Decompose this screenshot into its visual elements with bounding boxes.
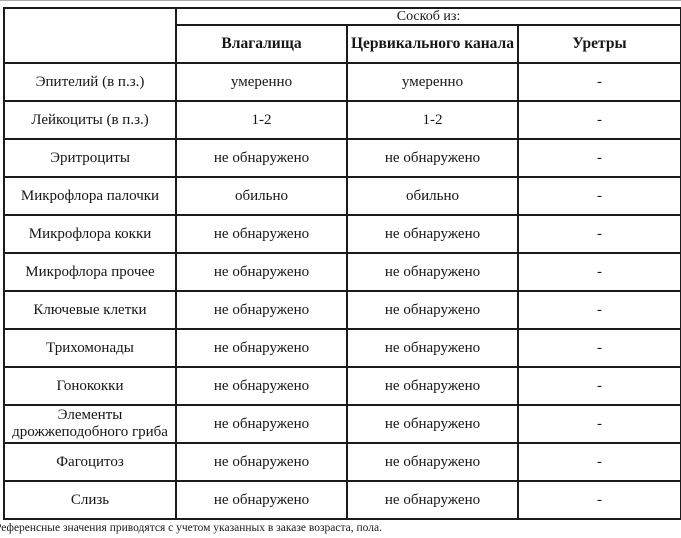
- group-header-scraping-source: Соскоб из:: [175, 7, 681, 26]
- table-row-mucus: Слизь не обнаружено не обнаружено -: [3, 480, 681, 520]
- value-cell: умеренно: [346, 62, 519, 102]
- value-cell: не обнаружено: [175, 328, 348, 368]
- table-row-yeast-like-fungus-elements: Элементы дрожжеподобного гриба не обнару…: [3, 404, 681, 444]
- value-cell: не обнаружено: [175, 480, 348, 520]
- value-cell: -: [517, 366, 681, 406]
- value-cell: не обнаружено: [175, 138, 348, 178]
- table-row-trichomonads: Трихомонады не обнаружено не обнаружено …: [3, 328, 681, 368]
- value-cell: не обнаружено: [346, 366, 519, 406]
- column-header-urethra: Уретры: [517, 24, 681, 64]
- lab-results-table: Соскоб из: Влагалища Цервикального канал…: [3, 7, 681, 520]
- value-cell: -: [517, 442, 681, 482]
- table-row-erythrocytes: Эритроциты не обнаружено не обнаружено -: [3, 138, 681, 178]
- value-cell: не обнаружено: [346, 138, 519, 178]
- row-label: Фагоцитоз: [3, 442, 177, 482]
- reference-values-footnote: Референсные значения приводятся с учетом…: [0, 522, 382, 534]
- value-cell: не обнаружено: [175, 366, 348, 406]
- value-cell: -: [517, 138, 681, 178]
- value-cell: не обнаружено: [346, 404, 519, 444]
- value-cell: -: [517, 328, 681, 368]
- value-cell: не обнаружено: [175, 252, 348, 292]
- value-cell: -: [517, 480, 681, 520]
- row-label: Ключевые клетки: [3, 290, 177, 330]
- value-cell: не обнаружено: [175, 442, 348, 482]
- table-row-microflora-cocci: Микрофлора кокки не обнаружено не обнару…: [3, 214, 681, 254]
- table-row-gonococci: Гонококки не обнаружено не обнаружено -: [3, 366, 681, 406]
- table-row-leukocytes: Лейкоциты (в п.з.) 1-2 1-2 -: [3, 100, 681, 140]
- table-row-key-cells: Ключевые клетки не обнаружено не обнаруж…: [3, 290, 681, 330]
- value-cell: -: [517, 100, 681, 140]
- value-cell: умеренно: [175, 62, 348, 102]
- value-cell: 1-2: [175, 100, 348, 140]
- value-cell: -: [517, 214, 681, 254]
- value-cell: не обнаружено: [346, 442, 519, 482]
- table-body: Эпителий (в п.з.) умеренно умеренно - Ле…: [3, 62, 681, 520]
- top-rule-divider: [0, 0, 681, 1]
- row-label: Эритроциты: [3, 138, 177, 178]
- column-header-vagina: Влагалища: [175, 24, 348, 64]
- row-label: Лейкоциты (в п.з.): [3, 100, 177, 140]
- row-label: Гонококки: [3, 366, 177, 406]
- value-cell: не обнаружено: [346, 328, 519, 368]
- row-label: Микрофлора палочки: [3, 176, 177, 216]
- row-label: Микрофлора прочее: [3, 252, 177, 292]
- value-cell: -: [517, 404, 681, 444]
- value-cell: не обнаружено: [346, 252, 519, 292]
- table-row-epithelium: Эпителий (в п.з.) умеренно умеренно -: [3, 62, 681, 102]
- value-cell: не обнаружено: [175, 404, 348, 444]
- row-label: Трихомонады: [3, 328, 177, 368]
- row-label: Эпителий (в п.з.): [3, 62, 177, 102]
- table-row-phagocytosis: Фагоцитоз не обнаружено не обнаружено -: [3, 442, 681, 482]
- table-header: Соскоб из: Влагалища Цервикального канал…: [3, 7, 681, 64]
- row-label: Микрофлора кокки: [3, 214, 177, 254]
- value-cell: обильно: [346, 176, 519, 216]
- row-label: Элементы дрожжеподобного гриба: [3, 404, 177, 444]
- table-row-microflora-other: Микрофлора прочее не обнаружено не обнар…: [3, 252, 681, 292]
- value-cell: обильно: [175, 176, 348, 216]
- value-cell: -: [517, 62, 681, 102]
- value-cell: -: [517, 176, 681, 216]
- column-header-cervical-canal: Цервикального канала: [346, 24, 519, 64]
- value-cell: не обнаружено: [175, 214, 348, 254]
- value-cell: не обнаружено: [346, 214, 519, 254]
- value-cell: не обнаружено: [346, 290, 519, 330]
- value-cell: -: [517, 252, 681, 292]
- value-cell: не обнаружено: [175, 290, 348, 330]
- value-cell: 1-2: [346, 100, 519, 140]
- table-row-microflora-rods: Микрофлора палочки обильно обильно -: [3, 176, 681, 216]
- value-cell: не обнаружено: [346, 480, 519, 520]
- corner-empty-cell: [3, 7, 177, 64]
- row-label: Слизь: [3, 480, 177, 520]
- value-cell: -: [517, 290, 681, 330]
